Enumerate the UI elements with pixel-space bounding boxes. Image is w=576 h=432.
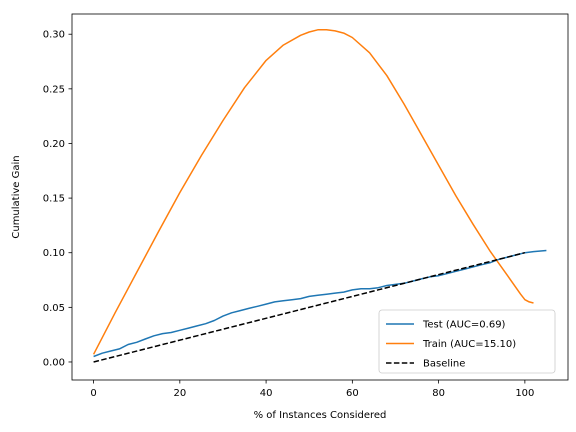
y-tick-label: 0.20 <box>43 139 65 150</box>
legend-label-test: Test (AUC=0.69) <box>422 320 506 331</box>
x-tick-label: 60 <box>346 388 359 399</box>
y-tick-label: 0.00 <box>43 357 65 368</box>
x-tick-label: 80 <box>432 388 445 399</box>
y-tick-label: 0.15 <box>43 194 65 205</box>
series-line-baseline <box>93 251 526 363</box>
series-line-test <box>93 249 547 358</box>
legend-label-train: Train (AUC=15.10) <box>422 339 516 350</box>
x-tick-label: 0 <box>90 388 96 399</box>
series-line-train <box>92 29 534 355</box>
legend-box <box>378 309 556 374</box>
y-tick-label: 0.25 <box>43 84 65 95</box>
x-axis: 0 20 40 60 80 100 <box>90 380 534 399</box>
y-axis: 0.00 0.05 0.10 0.15 0.20 0.25 0.30 <box>43 30 72 368</box>
legend-label-baseline: Baseline <box>423 359 465 370</box>
x-axis-label: % of Instances Considered <box>254 410 387 421</box>
y-axis-label: Cumulative Gain <box>11 155 22 238</box>
y-tick-label: 0.30 <box>43 30 65 41</box>
x-tick-label: 40 <box>260 388 273 399</box>
legend: Test (AUC=0.69) Train (AUC=15.10) Baseline <box>378 309 556 374</box>
y-tick-label: 0.05 <box>43 303 65 314</box>
x-tick-label: 100 <box>515 388 534 399</box>
y-tick-label: 0.10 <box>43 248 65 259</box>
x-tick-label: 20 <box>173 388 186 399</box>
plot-lines <box>92 29 547 363</box>
plot-frame <box>71 13 569 381</box>
